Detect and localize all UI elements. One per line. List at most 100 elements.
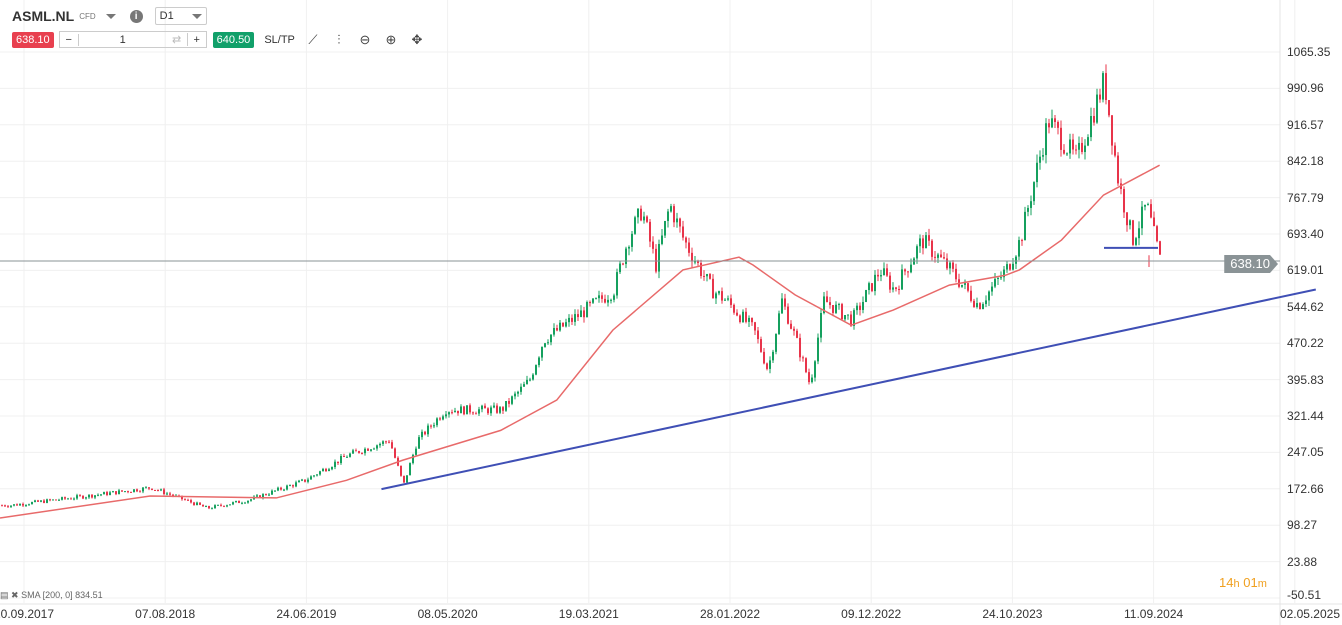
candle: [955, 268, 957, 280]
move-icon[interactable]: ✥: [411, 31, 423, 47]
candle: [133, 489, 135, 492]
swap-icon[interactable]: ⇄: [167, 33, 188, 46]
candle: [145, 487, 147, 489]
zoom-in-icon[interactable]: ⊕: [385, 31, 397, 47]
candle: [211, 508, 213, 510]
candle: [811, 377, 813, 383]
x-axis-label: 09.12.2022: [841, 607, 902, 621]
candle: [874, 274, 876, 292]
candle: [670, 206, 672, 212]
candle: [1066, 153, 1068, 155]
candle: [982, 304, 984, 310]
candle: [217, 504, 219, 506]
candle: [247, 500, 249, 503]
candle: [931, 240, 933, 257]
chevron-down-icon: [191, 13, 202, 19]
candle: [58, 499, 60, 501]
x-axis-label: 02.05.2025: [1279, 607, 1340, 621]
candle: [466, 405, 468, 415]
candle: [1156, 226, 1158, 242]
candlestick-icon[interactable]: ⫶: [337, 31, 341, 47]
candle: [664, 221, 666, 236]
candle: [364, 448, 366, 454]
candle: [1018, 240, 1020, 257]
candle: [763, 351, 765, 364]
candle: [676, 218, 678, 223]
candle: [844, 315, 846, 320]
candle: [829, 302, 831, 306]
sell-button[interactable]: 638.10: [12, 31, 54, 48]
quantity-stepper[interactable]: − 1 ⇄ +: [58, 31, 207, 48]
candle: [442, 416, 444, 420]
zoom-out-icon[interactable]: ⊖: [359, 31, 371, 47]
symbol-header: ASML.NL CFD i D1: [12, 6, 207, 26]
candle: [349, 453, 351, 457]
candle: [184, 499, 186, 501]
candle: [907, 271, 909, 273]
y-axis-label: 172.66: [1287, 481, 1324, 496]
candle: [289, 485, 291, 487]
candle: [235, 500, 237, 503]
candle: [286, 485, 288, 490]
candle: [883, 268, 885, 276]
candle: [1126, 212, 1128, 226]
candle: [298, 480, 300, 483]
chevron-down-icon[interactable]: [105, 13, 116, 19]
y-axis-label: 395.83: [1287, 372, 1324, 387]
candle: [859, 305, 861, 310]
y-axis-label: 619.01: [1287, 263, 1324, 278]
candle: [673, 206, 675, 223]
candle: [910, 264, 912, 273]
candle: [688, 242, 690, 253]
sltp-button[interactable]: SL/TP: [264, 33, 295, 46]
info-icon[interactable]: i: [129, 9, 143, 23]
candle: [433, 425, 435, 427]
candle: [817, 337, 819, 362]
candle: [232, 502, 234, 505]
candle: [1096, 94, 1098, 123]
candle: [16, 504, 18, 506]
candle: [1060, 127, 1062, 150]
candle: [172, 494, 174, 497]
candle: [469, 405, 471, 413]
candle: [187, 499, 189, 501]
candle: [157, 489, 159, 491]
candle: [538, 357, 540, 366]
candle: [121, 490, 123, 492]
candle: [385, 441, 387, 443]
candle: [556, 328, 558, 331]
candle: [775, 333, 777, 352]
candle: [73, 498, 75, 500]
candle: [706, 274, 708, 277]
candle: [112, 491, 114, 493]
increase-button[interactable]: +: [193, 33, 200, 46]
candle: [757, 330, 759, 340]
candle: [964, 283, 966, 285]
candle: [703, 275, 705, 277]
candle: [1093, 116, 1095, 123]
candle: [406, 475, 408, 483]
symbol-name: ASML.NL: [12, 8, 75, 24]
timeframe-select[interactable]: D1: [154, 7, 207, 25]
candle: [1117, 155, 1119, 184]
remove-indicator-icon[interactable]: ✖: [11, 590, 19, 600]
y-axis-label: 98.27: [1287, 518, 1318, 533]
x-axis-label: 24.10.2023: [982, 607, 1043, 621]
decrease-button[interactable]: −: [60, 33, 79, 46]
candle: [226, 505, 228, 507]
line-chart-icon[interactable]: ⟋: [308, 31, 318, 47]
quantity-input[interactable]: 1: [119, 33, 126, 46]
candle: [820, 313, 822, 338]
candle: [838, 304, 840, 306]
indicator-settings-icon[interactable]: ▤: [0, 590, 9, 600]
buy-button[interactable]: 640.50: [212, 31, 255, 48]
candle: [502, 407, 504, 411]
candle: [739, 315, 741, 322]
candle: [952, 262, 954, 269]
candle: [463, 406, 465, 415]
candle: [1105, 73, 1107, 101]
candle: [271, 490, 273, 495]
candle: [832, 305, 834, 313]
candle: [598, 295, 600, 299]
